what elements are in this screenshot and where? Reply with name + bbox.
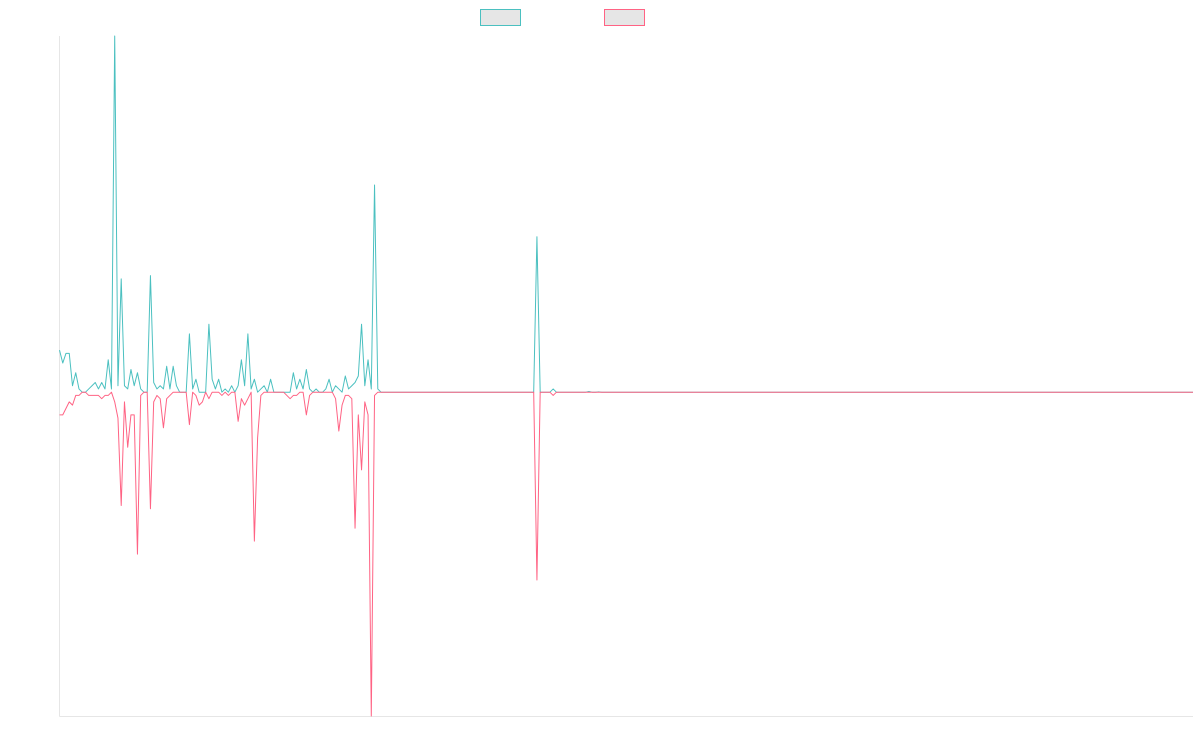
axes (59, 36, 1193, 717)
plot-area (59, 35, 1193, 717)
legend-swatch-series-1[interactable] (480, 9, 521, 26)
series-2-line (59, 391, 1193, 717)
legend[interactable] (480, 9, 645, 26)
legend-swatch-series-2[interactable] (604, 9, 645, 26)
series-1-line (59, 35, 1193, 393)
